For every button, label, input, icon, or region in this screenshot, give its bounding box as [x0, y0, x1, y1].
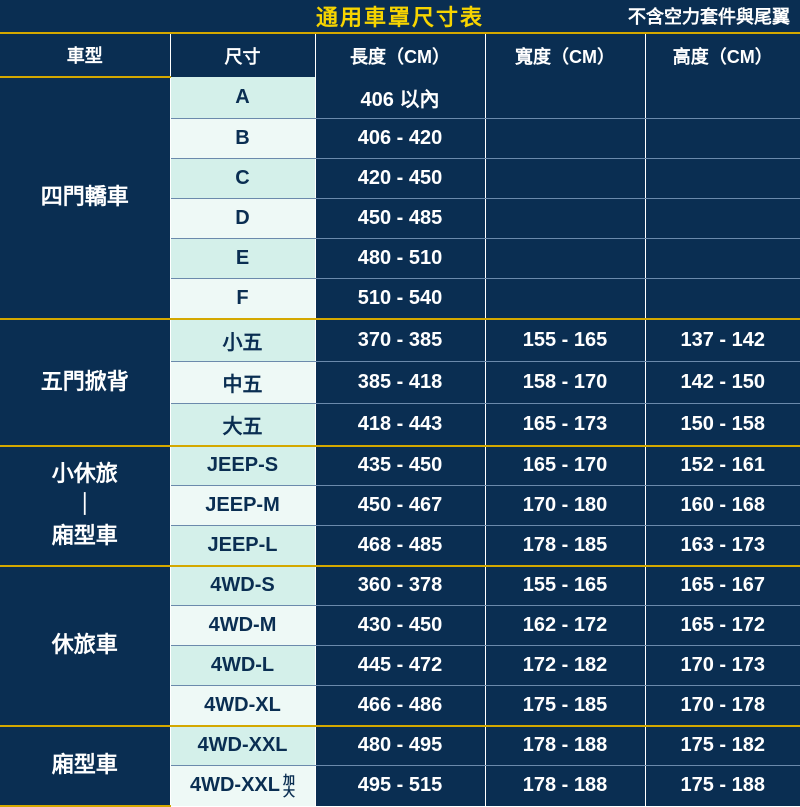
length-cell: 430 - 450 — [315, 606, 485, 646]
length-cell: 406 - 420 — [315, 119, 485, 159]
size-cell: 4WD-S — [170, 566, 315, 606]
width-cell — [485, 159, 645, 199]
length-cell: 510 - 540 — [315, 279, 485, 319]
length-cell: 418 - 443 — [315, 403, 485, 446]
height-cell: 165 - 172 — [645, 606, 800, 646]
col-header-height: 高度（CM） — [645, 34, 800, 77]
table-header-row: 車型 尺寸 長度（CM） 寬度（CM） 高度（CM） — [0, 34, 800, 77]
category-cell: 廂型車 — [0, 726, 170, 806]
width-cell: 155 - 165 — [485, 319, 645, 362]
size-cell: B — [170, 119, 315, 159]
height-cell — [645, 119, 800, 159]
size-cell: 4WD-M — [170, 606, 315, 646]
length-cell: 385 - 418 — [315, 361, 485, 403]
size-cell: 小五 — [170, 319, 315, 362]
category-cell: 五門掀背 — [0, 319, 170, 446]
length-cell: 466 - 486 — [315, 686, 485, 726]
height-cell: 170 - 173 — [645, 646, 800, 686]
header-note: 不含空力套件與尾翼 — [628, 3, 790, 29]
size-cell: C — [170, 159, 315, 199]
size-cell: JEEP-L — [170, 526, 315, 566]
height-cell: 160 - 168 — [645, 486, 800, 526]
table-row: 廂型車4WD-XXL480 - 495178 - 188175 - 182 — [0, 726, 800, 766]
length-cell: 420 - 450 — [315, 159, 485, 199]
width-cell: 158 - 170 — [485, 361, 645, 403]
category-cell: 小休旅｜廂型車 — [0, 446, 170, 566]
height-cell — [645, 77, 800, 119]
size-cell: JEEP-S — [170, 446, 315, 486]
height-cell — [645, 239, 800, 279]
height-cell: 137 - 142 — [645, 319, 800, 362]
length-cell: 450 - 467 — [315, 486, 485, 526]
col-header-length: 長度（CM） — [315, 34, 485, 77]
size-cell: F — [170, 279, 315, 319]
length-cell: 480 - 510 — [315, 239, 485, 279]
width-cell — [485, 239, 645, 279]
height-cell: 152 - 161 — [645, 446, 800, 486]
width-cell: 172 - 182 — [485, 646, 645, 686]
width-cell: 170 - 180 — [485, 486, 645, 526]
length-cell: 450 - 485 — [315, 199, 485, 239]
header-bar: 通用車罩尺寸表 不含空力套件與尾翼 — [0, 0, 800, 34]
width-cell: 178 - 185 — [485, 526, 645, 566]
height-cell: 150 - 158 — [645, 403, 800, 446]
size-cell: 大五 — [170, 403, 315, 446]
table-row: 五門掀背小五370 - 385155 - 165137 - 142 — [0, 319, 800, 362]
category-cell: 休旅車 — [0, 566, 170, 726]
height-cell — [645, 159, 800, 199]
length-cell: 360 - 378 — [315, 566, 485, 606]
height-cell: 170 - 178 — [645, 686, 800, 726]
length-cell: 406 以內 — [315, 77, 485, 119]
length-cell: 445 - 472 — [315, 646, 485, 686]
main-title: 通用車罩尺寸表 — [316, 0, 484, 32]
width-cell — [485, 199, 645, 239]
height-cell: 142 - 150 — [645, 361, 800, 403]
table-row: 休旅車4WD-S360 - 378155 - 165165 - 167 — [0, 566, 800, 606]
width-cell — [485, 279, 645, 319]
size-cell: 4WD-XL — [170, 686, 315, 726]
width-cell: 162 - 172 — [485, 606, 645, 646]
size-cell: D — [170, 199, 315, 239]
height-cell: 165 - 167 — [645, 566, 800, 606]
width-cell: 165 - 170 — [485, 446, 645, 486]
length-cell: 370 - 385 — [315, 319, 485, 362]
size-cell: 4WD-L — [170, 646, 315, 686]
size-cell: 4WD-XXL — [170, 726, 315, 766]
length-cell: 480 - 495 — [315, 726, 485, 766]
table-row: 小休旅｜廂型車JEEP-S435 - 450165 - 170152 - 161 — [0, 446, 800, 486]
length-cell: 468 - 485 — [315, 526, 485, 566]
table-row: 四門轎車A406 以內 — [0, 77, 800, 119]
size-table: 車型 尺寸 長度（CM） 寬度（CM） 高度（CM） 四門轎車A406 以內B4… — [0, 34, 800, 807]
width-cell — [485, 119, 645, 159]
width-cell — [485, 77, 645, 119]
width-cell: 155 - 165 — [485, 566, 645, 606]
height-cell — [645, 199, 800, 239]
size-cell: E — [170, 239, 315, 279]
height-cell — [645, 279, 800, 319]
col-header-type: 車型 — [0, 34, 170, 77]
col-header-width: 寬度（CM） — [485, 34, 645, 77]
size-cell: A — [170, 77, 315, 119]
length-cell: 435 - 450 — [315, 446, 485, 486]
width-cell: 175 - 185 — [485, 686, 645, 726]
category-cell: 四門轎車 — [0, 77, 170, 319]
size-cell: JEEP-M — [170, 486, 315, 526]
height-cell: 175 - 182 — [645, 726, 800, 766]
width-cell: 178 - 188 — [485, 726, 645, 766]
size-cell: 中五 — [170, 361, 315, 403]
width-cell: 165 - 173 — [485, 403, 645, 446]
height-cell: 163 - 173 — [645, 526, 800, 566]
col-header-size: 尺寸 — [170, 34, 315, 77]
